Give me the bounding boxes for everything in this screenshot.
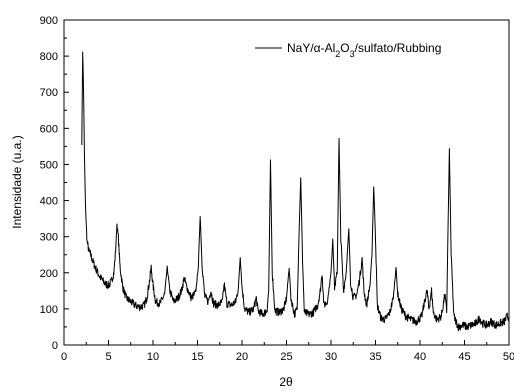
y-tick-label: 700: [40, 87, 58, 99]
x-tick-label: 20: [236, 351, 248, 363]
x-tick-label: 50: [503, 351, 514, 363]
y-tick-label: 800: [40, 51, 58, 63]
y-tick-label: 900: [40, 15, 58, 27]
y-tick-label: 400: [40, 196, 58, 208]
y-tick-label: 300: [40, 232, 58, 244]
x-tick-labels: 0 5 10 15 20 25 30 35 40 45 50: [61, 351, 514, 363]
x-tick-label: 45: [458, 351, 470, 363]
y-tick-label: 100: [40, 304, 58, 316]
x-tick-label: 5: [105, 351, 111, 363]
y-tick-label: 600: [40, 123, 58, 135]
legend: NaY/α-Al2O3/sulfato/Rubbing: [255, 41, 441, 59]
x-tick-label: 25: [280, 351, 292, 363]
x-tick-label: 40: [414, 351, 426, 363]
y-tick-label: 200: [40, 268, 58, 280]
y-tick-label: 0: [52, 340, 58, 352]
legend-label: NaY/α-Al2O3/sulfato/Rubbing: [287, 41, 441, 59]
x-tick-label: 15: [191, 351, 203, 363]
x-tick-label: 35: [369, 351, 381, 363]
plot-frame: [63, 19, 510, 346]
x-tick-label: 10: [147, 351, 159, 363]
x-axis-label: 2θ: [279, 375, 293, 389]
x-tick-label: 30: [325, 351, 337, 363]
x-tick-label: 0: [61, 351, 67, 363]
y-tick-label: 500: [40, 159, 58, 171]
y-axis-label: Intensidade (u.a.): [10, 135, 24, 228]
y-tick-labels: 0 100 200 300 400 500 600 700 800 900: [40, 15, 58, 352]
series-line: [81, 51, 510, 332]
